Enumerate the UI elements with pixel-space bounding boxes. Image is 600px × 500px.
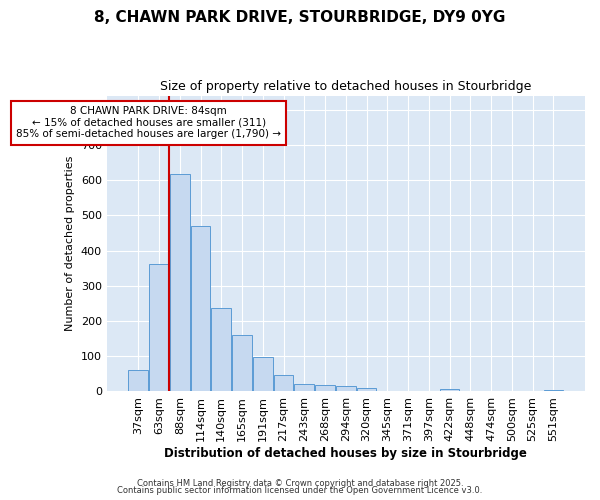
Bar	[295, 384, 314, 392]
Bar	[274, 375, 293, 392]
Bar	[170, 174, 190, 392]
Title: Size of property relative to detached houses in Stourbridge: Size of property relative to detached ho…	[160, 80, 532, 93]
Y-axis label: Number of detached properties: Number of detached properties	[65, 156, 75, 331]
Text: 8 CHAWN PARK DRIVE: 84sqm
← 15% of detached houses are smaller (311)
85% of semi: 8 CHAWN PARK DRIVE: 84sqm ← 15% of detac…	[16, 106, 281, 140]
Bar	[336, 386, 356, 392]
Text: Contains HM Land Registry data © Crown copyright and database right 2025.: Contains HM Land Registry data © Crown c…	[137, 478, 463, 488]
X-axis label: Distribution of detached houses by size in Stourbridge: Distribution of detached houses by size …	[164, 447, 527, 460]
Bar	[440, 388, 460, 392]
Bar	[128, 370, 148, 392]
Bar	[253, 357, 272, 392]
Bar	[544, 390, 563, 392]
Bar	[149, 264, 169, 392]
Bar	[315, 385, 335, 392]
Bar	[191, 226, 211, 392]
Bar	[232, 335, 252, 392]
Bar	[211, 308, 231, 392]
Text: Contains public sector information licensed under the Open Government Licence v3: Contains public sector information licen…	[118, 486, 482, 495]
Bar	[357, 388, 376, 392]
Text: 8, CHAWN PARK DRIVE, STOURBRIDGE, DY9 0YG: 8, CHAWN PARK DRIVE, STOURBRIDGE, DY9 0Y…	[94, 10, 506, 25]
